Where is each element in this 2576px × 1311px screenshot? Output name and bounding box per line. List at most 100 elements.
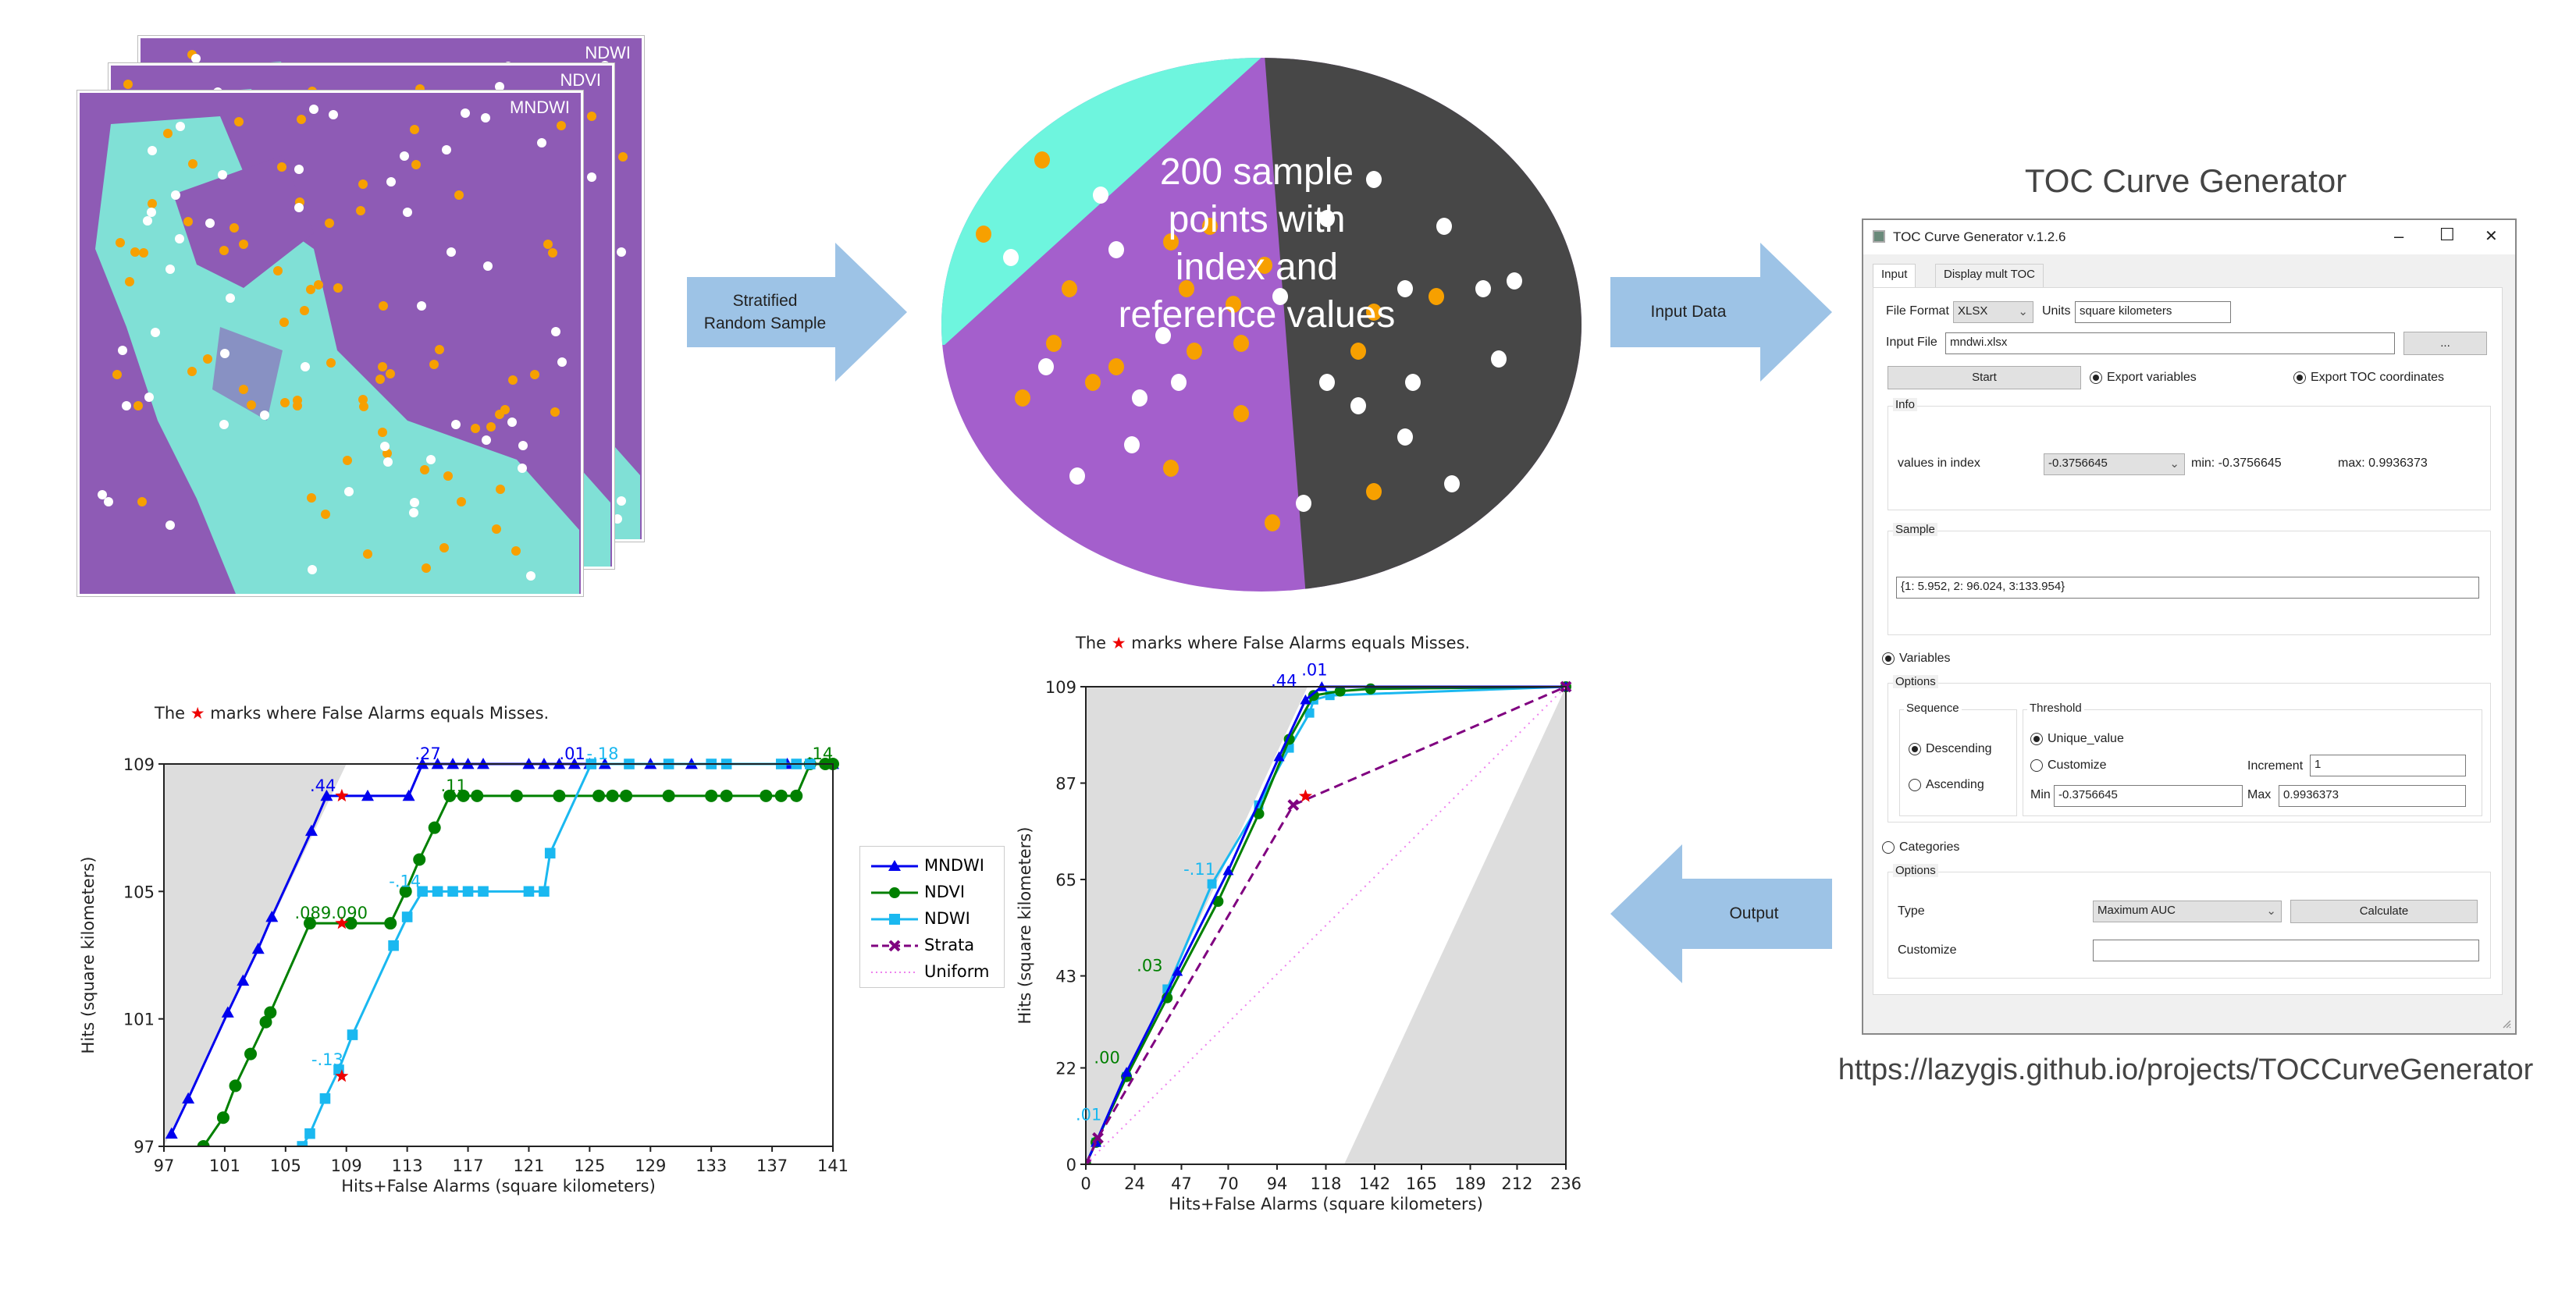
sample-point-white [447,247,456,257]
arrow-label: Input Data [1650,303,1727,321]
sample-point-orange [1163,233,1179,250]
selected-value: XLSX [1958,304,1988,318]
point-annotation: .11 [440,776,466,795]
project-url[interactable]: https://lazygis.github.io/projects/TOCCu… [1838,1053,2534,1086]
min-input[interactable]: -0.3756645 [2054,785,2243,807]
data-point [544,847,556,859]
sequence-group [1899,709,2017,816]
sample-point-white [617,247,626,257]
sample-point-orange [548,248,557,258]
y-axis-label: Hits (square kilometers) [79,857,98,1054]
legend-marker [871,887,918,898]
calculate-button[interactable]: Calculate [2290,900,2478,923]
sample-points-ellipse [941,58,1582,592]
data-point [182,1092,195,1104]
max-region [1086,687,1308,1164]
data-point [229,1079,242,1092]
tab-display-mult-toc[interactable]: Display mult TOC [1935,264,2044,287]
browse-button[interactable]: ... [2403,332,2487,355]
close-button[interactable]: ✕ [2485,228,2498,245]
descending-radio[interactable] [1909,743,1921,755]
data-point [1207,879,1217,889]
sample-point-white [426,455,436,464]
arrow-label-line1: Stratified [732,292,798,310]
sample-point-orange [1187,343,1202,360]
ellipse-line: points with [1168,199,1346,240]
sample-point-orange [1108,358,1124,375]
export-variables-radio[interactable] [2090,371,2102,384]
chevron-down-icon: ⌄ [2169,457,2179,471]
sample-point-white [301,362,310,371]
ascending-radio[interactable] [1909,779,1921,791]
legend-marker [871,972,918,973]
sample-point-orange [300,306,309,315]
export-toc-radio[interactable] [2293,371,2306,384]
y-tick-label: 109 [123,755,155,774]
sample-point-orange [125,277,134,286]
sample-point-orange [229,223,239,233]
layer-label-ndvi: NDVI [560,70,601,90]
sample-point-white [147,208,156,217]
sample-point-white [410,498,419,507]
sample-point-white [587,172,596,182]
sample-input[interactable]: {1: 5.952, 2: 96.024, 3:133.954} [1896,577,2479,599]
data-point [478,886,489,897]
data-point [1325,691,1335,701]
data-point [1092,1132,1104,1144]
point-annotation: -.11 [1183,860,1215,879]
data-point [347,1029,358,1040]
sample-point-white [1436,218,1452,235]
maximize-button[interactable]: ☐ [2439,225,2455,244]
x-tick-label: 47 [1171,1174,1192,1193]
series-ndwi [297,759,816,1146]
categories-radio[interactable] [1882,841,1895,854]
data-point [443,789,457,802]
minimize-button[interactable]: – [2394,226,2404,246]
sample-point-orange [492,524,501,534]
resize-grip-icon[interactable] [2502,1019,2511,1029]
sample-point-orange [277,162,286,172]
type-select[interactable]: Maximum AUC ⌄ [2093,901,2282,922]
customize-threshold-radio[interactable] [2030,759,2043,772]
min-label: Min [2030,788,2051,801]
variables-radio[interactable] [1882,652,1895,665]
type-label: Type [1898,904,1925,918]
layer-label-ndwi: NDWI [585,43,631,62]
unique-value-label: Unique_value [2048,732,2124,745]
units-input[interactable]: square kilometers [2075,301,2231,323]
x-tick-label: 24 [1124,1174,1145,1193]
x-tick-label: 113 [392,1156,423,1175]
sample-point-orange [130,247,140,257]
data-point [401,911,413,922]
customize-categories-label: Customize [1898,943,1957,957]
sample-point-orange [1085,374,1101,391]
sample-point-white [144,393,154,402]
tab-input[interactable]: Input [1873,264,1916,289]
sample-point-white [143,216,152,226]
sample-point-orange [188,159,197,169]
point-annotation: .03 [1137,957,1162,975]
title-text: The [1076,634,1107,652]
customize-categories-input[interactable] [2093,940,2479,961]
values-in-index-select[interactable]: -0.3756645 ⌄ [2044,453,2185,475]
sample-point-white [1350,397,1366,414]
sample-point-white [1491,350,1507,368]
sample-point-orange [976,226,991,243]
title-bar[interactable]: TOC Curve Generator v.1.2.6 – ☐ ✕ [1863,220,2515,254]
sample-point-white [294,165,304,174]
x-tick-label: 105 [270,1156,301,1175]
increment-input[interactable]: 1 [2310,755,2466,776]
x-tick-label: 94 [1267,1174,1288,1193]
max-input[interactable]: 0.9936373 [2279,785,2466,807]
start-button[interactable]: Start [1888,366,2081,389]
data-point [165,1127,178,1139]
data-point [417,886,428,897]
file-format-select[interactable]: XLSX ⌄ [1953,301,2033,323]
input-file-field[interactable]: mndwi.xlsx [1945,332,2395,354]
variables-label: Variables [1899,652,1951,665]
sample-group [1888,531,2491,635]
unique-value-radio[interactable] [2030,733,2043,745]
sample-point-orange [116,238,125,247]
data-point [1162,984,1172,994]
sample-point-white [483,261,493,271]
